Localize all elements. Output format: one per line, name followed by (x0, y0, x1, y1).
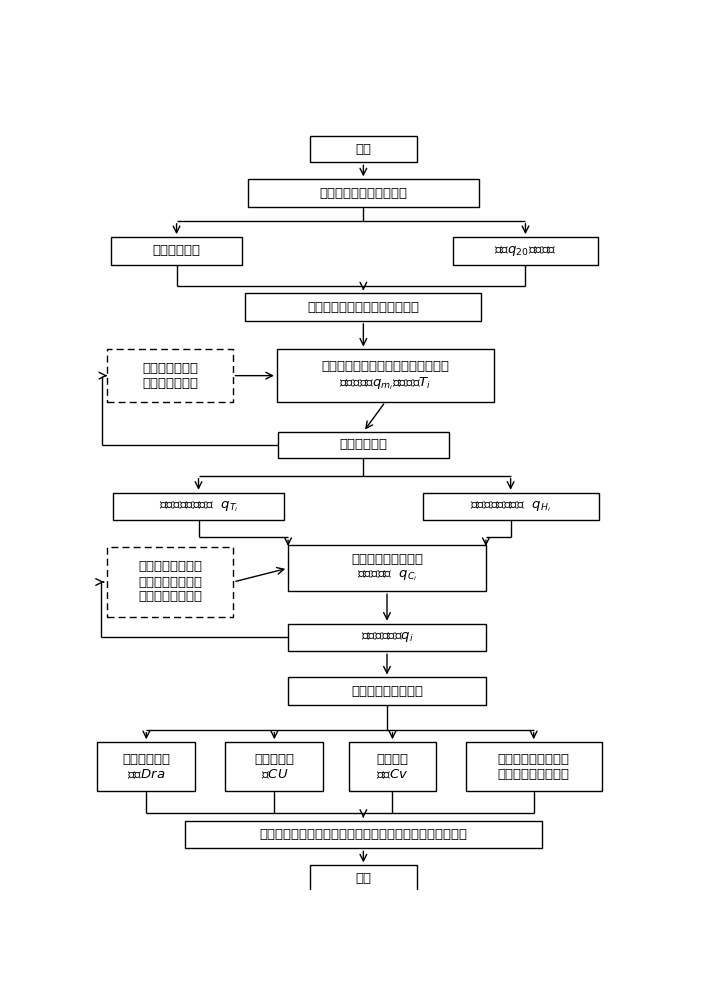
FancyBboxPatch shape (423, 493, 598, 520)
Text: 计算校正流量$q_i$: 计算校正流量$q_i$ (360, 630, 413, 644)
FancyBboxPatch shape (452, 237, 598, 265)
FancyBboxPatch shape (97, 742, 195, 791)
Text: 确定$q_{20}$等参数值: 确定$q_{20}$等参数值 (494, 244, 557, 258)
FancyBboxPatch shape (113, 493, 284, 520)
Text: 确定试验方案与系统规模: 确定试验方案与系统规模 (319, 187, 408, 200)
Text: 进行下一次流量
测试至试验结束: 进行下一次流量 测试至试验结束 (142, 362, 198, 390)
Text: 定期对所有灌水器流量进行测试并记
录实测流量$q_{m_i}$以及水温$T_i$: 定期对所有灌水器流量进行测试并记 录实测流量$q_{m_i}$以及水温$T_i$ (321, 360, 450, 392)
Text: 重复该步骤至每条
滴灌管内的所有灌
水器流量校正完毕: 重复该步骤至每条 滴灌管内的所有灌 水器流量校正完毕 (138, 560, 202, 603)
FancyBboxPatch shape (310, 136, 417, 162)
Text: 校正流量数据: 校正流量数据 (340, 438, 387, 451)
Text: 开始: 开始 (355, 143, 372, 156)
FancyBboxPatch shape (111, 237, 242, 265)
Text: 灌水器堵塞率在滴灌
管首、中、尾的分布: 灌水器堵塞率在滴灌 管首、中、尾的分布 (498, 753, 570, 781)
FancyBboxPatch shape (288, 545, 486, 591)
FancyBboxPatch shape (278, 432, 449, 458)
Text: 流量偏差
系数$Cv$: 流量偏差 系数$Cv$ (376, 753, 409, 781)
Text: 搭建测试系统: 搭建测试系统 (152, 244, 201, 257)
Text: 计算堵塞对灌水器流
量影响效应  $q_{C_i}$: 计算堵塞对灌水器流 量影响效应 $q_{C_i}$ (351, 553, 423, 583)
Text: 结束: 结束 (355, 872, 372, 885)
FancyBboxPatch shape (349, 742, 437, 791)
FancyBboxPatch shape (310, 865, 417, 892)
FancyBboxPatch shape (185, 821, 542, 848)
Text: 统计各参数，作出各参数随系统运行时间的折线图或柱状图: 统计各参数，作出各参数随系统运行时间的折线图或柱状图 (259, 828, 467, 841)
Text: 确定系统运行稳定后，开始试验: 确定系统运行稳定后，开始试验 (308, 301, 419, 314)
Text: 灌水器堵塞状况评估: 灌水器堵塞状况评估 (351, 685, 423, 698)
FancyBboxPatch shape (288, 677, 486, 705)
Text: 计算温度影响偏差  $q_{T_i}$: 计算温度影响偏差 $q_{T_i}$ (159, 499, 238, 514)
FancyBboxPatch shape (288, 624, 486, 651)
FancyBboxPatch shape (107, 547, 233, 617)
Text: 灌水器均匀
度$CU$: 灌水器均匀 度$CU$ (255, 753, 294, 781)
FancyBboxPatch shape (277, 349, 494, 402)
FancyBboxPatch shape (245, 293, 481, 321)
FancyBboxPatch shape (225, 742, 323, 791)
Text: 灌水器的相对
流量$Dra$: 灌水器的相对 流量$Dra$ (123, 753, 170, 781)
Text: 计算压力影响偏差  $q_{H_i}$: 计算压力影响偏差 $q_{H_i}$ (470, 499, 551, 514)
FancyBboxPatch shape (107, 349, 233, 402)
FancyBboxPatch shape (248, 179, 479, 207)
FancyBboxPatch shape (466, 742, 602, 791)
